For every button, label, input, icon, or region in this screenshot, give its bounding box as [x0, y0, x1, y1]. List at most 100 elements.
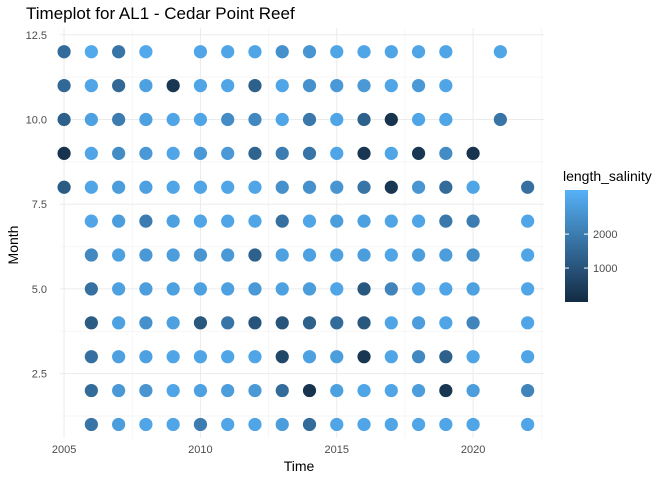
data-point — [112, 282, 126, 296]
data-point — [193, 350, 208, 364]
data-point — [439, 316, 453, 330]
data-point — [193, 316, 208, 330]
data-point — [439, 79, 453, 93]
data-point — [330, 180, 344, 194]
y-tick-label: 5.0 — [32, 284, 47, 296]
y-axis-ticks: 2.5 5.0 7.5 10.0 12.5 — [26, 30, 47, 381]
legend-tick-label: 2000 — [593, 229, 617, 241]
data-point — [357, 383, 371, 398]
chart-title: Timeplot for AL1 - Cedar Point Reef — [26, 4, 295, 23]
data-point — [411, 180, 426, 194]
data-point — [193, 146, 208, 160]
data-point — [139, 417, 153, 432]
data-point — [439, 350, 453, 364]
data-point — [439, 417, 453, 432]
data-point — [84, 112, 98, 127]
data-point — [466, 248, 480, 262]
data-point — [139, 112, 153, 127]
data-point — [57, 146, 71, 160]
x-tick-label: 2005 — [52, 444, 76, 456]
data-point — [139, 350, 153, 364]
data-point — [84, 146, 98, 160]
data-point — [493, 45, 507, 59]
data-point — [221, 383, 235, 398]
data-point — [248, 248, 262, 262]
data-point — [521, 282, 535, 296]
data-point — [357, 112, 371, 127]
data-point — [357, 79, 371, 93]
data-point — [112, 316, 126, 330]
data-point — [384, 79, 398, 93]
data-point — [411, 248, 426, 262]
data-point — [521, 383, 535, 398]
data-point — [330, 112, 344, 127]
data-point — [193, 214, 208, 228]
data-point — [112, 350, 126, 364]
x-axis-label: Time — [284, 458, 315, 474]
data-point — [139, 383, 153, 398]
data-point — [248, 146, 262, 160]
data-point — [84, 248, 98, 262]
data-point — [57, 180, 71, 194]
y-tick-label: 12.5 — [26, 30, 47, 42]
data-point — [248, 417, 262, 432]
data-point — [330, 146, 344, 160]
data-point — [330, 350, 344, 364]
data-point — [221, 180, 235, 194]
data-point — [84, 214, 98, 228]
data-point — [275, 112, 289, 127]
data-point — [411, 417, 426, 432]
data-point — [248, 282, 262, 296]
data-point — [302, 282, 317, 296]
data-point — [166, 180, 180, 194]
data-point — [248, 316, 262, 330]
data-point — [275, 180, 289, 194]
data-point — [221, 248, 235, 262]
data-point — [248, 180, 262, 194]
data-point — [439, 248, 453, 262]
data-point — [193, 45, 208, 59]
data-point — [275, 248, 289, 262]
data-point — [466, 214, 480, 228]
data-point — [384, 383, 398, 398]
x-tick-label: 2015 — [325, 444, 349, 456]
data-point — [193, 417, 208, 432]
data-point — [166, 146, 180, 160]
data-point — [411, 316, 426, 330]
legend-tick-label: 1000 — [593, 263, 617, 275]
data-point — [275, 146, 289, 160]
data-point — [466, 146, 480, 160]
data-point — [384, 316, 398, 330]
data-point — [139, 248, 153, 262]
data-point — [193, 383, 208, 398]
data-point — [411, 146, 426, 160]
data-point — [248, 350, 262, 364]
data-point — [275, 45, 289, 59]
data-point — [248, 45, 262, 59]
data-point — [302, 417, 317, 432]
data-point — [302, 350, 317, 364]
data-point — [248, 79, 262, 93]
data-point — [221, 45, 235, 59]
data-point — [411, 383, 426, 398]
data-point — [112, 112, 126, 127]
data-point — [302, 180, 317, 194]
x-tick-label: 2010 — [188, 444, 212, 456]
data-point — [384, 350, 398, 364]
data-point — [357, 214, 371, 228]
data-point — [57, 45, 71, 59]
data-point — [112, 180, 126, 194]
x-tick-label: 2020 — [461, 444, 485, 456]
points-layer — [57, 45, 535, 432]
data-point — [193, 112, 208, 127]
data-point — [384, 112, 398, 127]
data-point — [221, 112, 235, 127]
data-point — [357, 282, 371, 296]
data-point — [411, 79, 426, 93]
data-point — [357, 417, 371, 432]
data-point — [139, 282, 153, 296]
data-point — [466, 383, 480, 398]
data-point — [466, 180, 480, 194]
data-point — [466, 316, 480, 330]
